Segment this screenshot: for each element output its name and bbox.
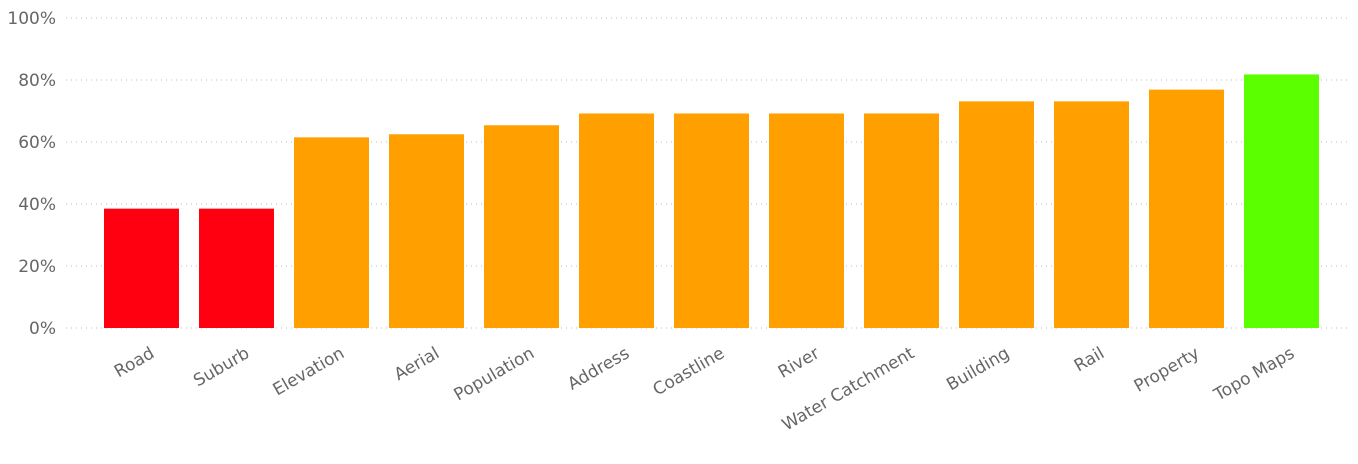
y-tick-label: 80% — [18, 71, 56, 91]
x-tick-label: Coastline — [650, 343, 728, 400]
bar[interactable] — [484, 125, 559, 328]
bar[interactable] — [769, 113, 844, 328]
x-tick-label: Suburb — [190, 343, 253, 391]
x-tick-label: Property — [1131, 343, 1203, 396]
x-axis-labels: Road Suburb Elevation Aerial Population Addre… — [111, 343, 1298, 435]
x-tick-label: River — [775, 343, 823, 382]
bar[interactable] — [294, 137, 369, 328]
bar[interactable] — [864, 113, 939, 328]
x-tick-label: Road — [111, 343, 158, 382]
bar[interactable] — [199, 208, 274, 328]
bar[interactable] — [1054, 101, 1129, 328]
bars — [104, 74, 1319, 328]
bar[interactable] — [104, 208, 179, 328]
bar[interactable] — [1149, 89, 1224, 328]
x-tick-label: Rail — [1071, 343, 1108, 376]
x-tick-label: Elevation — [270, 343, 348, 400]
y-tick-label: 20% — [18, 257, 56, 277]
bar[interactable] — [579, 113, 654, 328]
bar[interactable] — [1244, 74, 1319, 328]
bar[interactable] — [674, 113, 749, 328]
y-axis-ticks: 0% 20% 40% 60% 80% 100% — [7, 9, 56, 339]
x-tick-label: Aerial — [391, 343, 443, 385]
bar[interactable] — [389, 134, 464, 328]
bar[interactable] — [959, 101, 1034, 328]
x-tick-label: Building — [943, 343, 1013, 395]
x-tick-label: Topo Maps — [1210, 343, 1298, 406]
x-tick-label: Population — [451, 343, 538, 405]
y-tick-label: 100% — [7, 9, 56, 29]
x-tick-label: Address — [564, 343, 633, 394]
y-tick-label: 60% — [18, 133, 56, 153]
y-tick-label: 40% — [18, 195, 56, 215]
y-tick-label: 0% — [29, 319, 56, 339]
